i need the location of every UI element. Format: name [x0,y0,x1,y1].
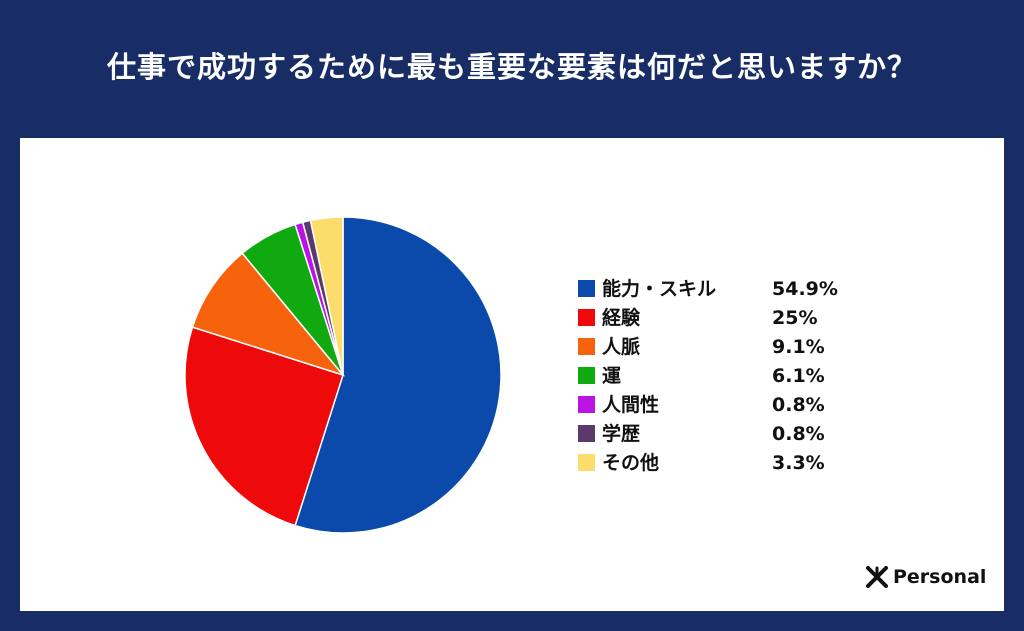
legend-swatch [578,338,595,355]
legend-swatch [578,280,595,297]
legend-value: 0.8% [772,394,825,416]
legend-item: 運 6.1% [578,364,858,393]
legend-label: 人脈 [602,336,641,358]
legend-label: 運 [602,365,622,387]
chart-panel: 能力・スキル 54.9% 経験 25% 人脈 9.1% 運 6.1% 人間性 0.8% 学歴 0.8%… [20,138,1004,611]
legend-swatch [578,367,595,384]
legend-label: その他 [602,452,660,474]
legend-item: 能力・スキル 54.9% [578,277,858,306]
legend-swatch [578,425,595,442]
pie-slice-1 [294,216,502,534]
pie-slice-2 [184,326,344,527]
legend-value: 6.1% [772,365,825,387]
legend-item: 人間性 0.8% [578,393,858,422]
legend-item: 人脈 9.1% [578,335,858,364]
legend-item: 経験 25% [578,306,858,335]
legend-value: 0.8% [772,423,825,445]
x-logo-icon [866,566,888,588]
legend-label: 学歴 [602,423,641,445]
legend-value: 9.1% [772,336,825,358]
brand-name: Personal [893,566,987,588]
chart-title: 仕事で成功するために最も重要な要素は何だと思いますか？ [106,50,917,84]
legend-value: 25% [772,307,818,329]
legend-swatch [578,454,595,471]
pie-slice-7 [309,216,344,376]
legend-label: 人間性 [602,394,660,416]
legend-value: 54.9% [772,278,838,300]
brand-logo: Personal [865,564,986,590]
pie-slice-3 [191,252,346,377]
chart-legend: 能力・スキル 54.9% 経験 25% 人脈 9.1% 運 6.1% 人間性 0.8% 学歴 0.8%… [578,277,858,480]
legend-label: 能力・スキル [602,278,717,300]
legend-label: 経験 [602,307,641,329]
legend-item: その他 3.3% [578,451,858,480]
legend-swatch [578,396,595,413]
legend-swatch [578,309,595,326]
legend-item: 学歴 0.8% [578,422,858,451]
legend-value: 3.3% [772,452,825,474]
pie-chart [184,216,502,534]
